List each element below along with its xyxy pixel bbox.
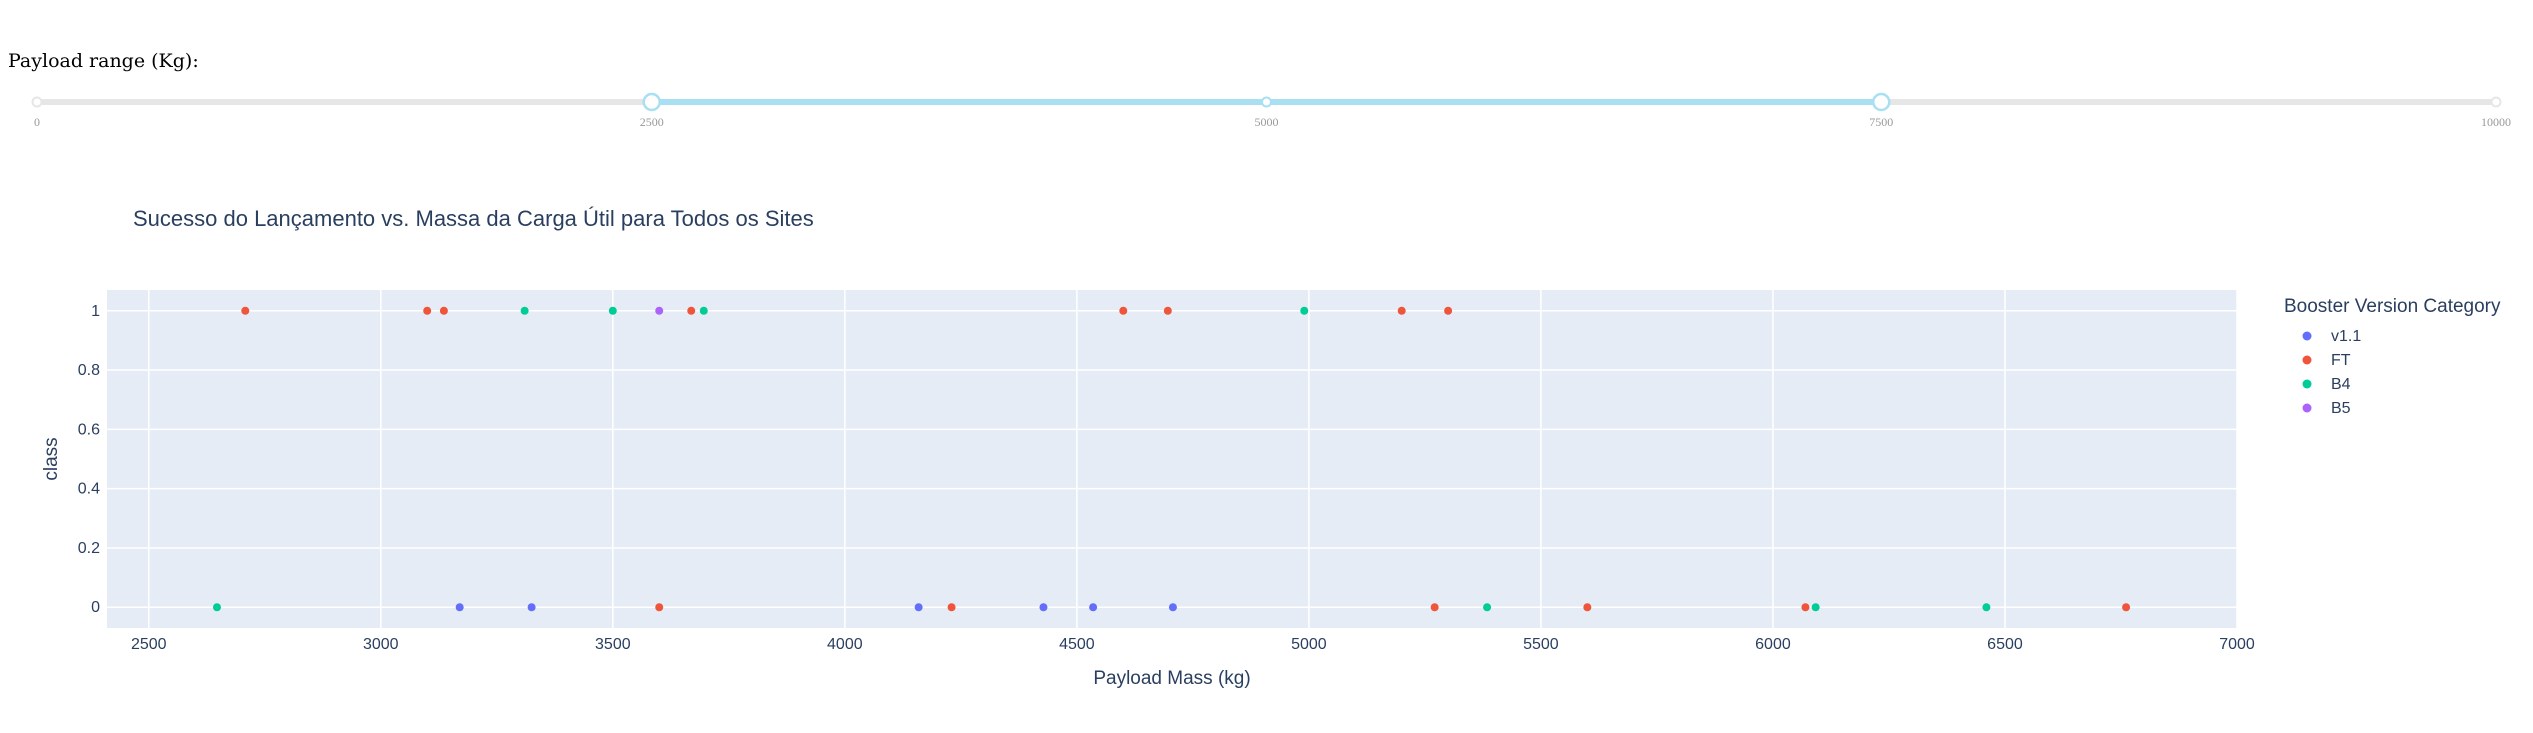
data-point[interactable]: [1801, 603, 1810, 612]
x-tick-label: 2500: [131, 636, 167, 653]
y-tick-label: 1: [91, 303, 100, 320]
data-point[interactable]: [1430, 603, 1439, 612]
data-point[interactable]: [608, 306, 617, 315]
x-tick-label: 5000: [1291, 636, 1327, 653]
data-point[interactable]: [1168, 603, 1177, 612]
x-tick-label: 4000: [827, 636, 863, 653]
data-point[interactable]: [1119, 306, 1128, 315]
chart-title: Sucesso do Lançamento vs. Massa da Carga…: [133, 206, 814, 231]
y-tick-label: 0.8: [78, 362, 100, 379]
legend-item-label[interactable]: FT: [2331, 352, 2351, 369]
y-tick-label: 0.4: [78, 481, 100, 498]
slider-mark-dot: [1261, 96, 1272, 108]
x-tick-label: 6500: [1987, 636, 2023, 653]
data-point[interactable]: [1583, 603, 1592, 612]
x-tick-label: 3000: [363, 636, 399, 653]
data-point[interactable]: [2122, 603, 2131, 612]
data-point[interactable]: [527, 603, 536, 612]
data-point[interactable]: [241, 306, 250, 315]
scatter-chart: Sucesso do Lançamento vs. Massa da Carga…: [41, 206, 2501, 689]
x-tick-label: 7000: [2219, 636, 2255, 653]
payload-range-slider[interactable]: 0 2500 5000 7500 10000: [0, 80, 2533, 140]
data-point[interactable]: [1089, 603, 1098, 612]
data-point[interactable]: [655, 603, 664, 612]
x-tick-label: 3500: [595, 636, 631, 653]
series-b5: [655, 306, 664, 315]
slider-mark-label: 2500: [640, 115, 664, 129]
data-point[interactable]: [655, 306, 664, 315]
slider-handle-high[interactable]: [1872, 92, 1891, 112]
legend-title: Booster Version Category: [2284, 296, 2501, 317]
y-axis-label: class: [41, 437, 62, 480]
slider-mark-label: 0: [34, 115, 40, 129]
data-point[interactable]: [455, 603, 464, 612]
legend-marker[interactable]: [2302, 379, 2312, 389]
data-point[interactable]: [1163, 306, 1172, 315]
series-v1-1: [455, 603, 1177, 612]
data-point[interactable]: [423, 306, 432, 315]
legend-marker[interactable]: [2302, 355, 2312, 365]
legend-marker[interactable]: [2302, 403, 2312, 413]
data-point[interactable]: [1444, 306, 1453, 315]
x-tick-label: 5500: [1523, 636, 1559, 653]
data-point[interactable]: [1397, 306, 1406, 315]
data-point[interactable]: [439, 306, 448, 315]
x-tick-label: 6000: [1755, 636, 1791, 653]
y-tick-label: 0.2: [78, 540, 100, 557]
legend-item-label[interactable]: B5: [2331, 400, 2351, 417]
slider-mark-dot: [31, 96, 43, 108]
slider-handle-low[interactable]: [642, 92, 661, 112]
data-point[interactable]: [699, 306, 708, 315]
slider-mark-label: 10000: [2481, 115, 2511, 129]
series-ft: [241, 306, 2131, 612]
y-tick-label: 0: [91, 599, 100, 616]
legend-item-label[interactable]: B4: [2331, 376, 2351, 393]
legend-marker[interactable]: [2302, 331, 2312, 341]
data-point[interactable]: [687, 306, 696, 315]
data-point[interactable]: [1300, 306, 1309, 315]
data-point[interactable]: [947, 603, 956, 612]
legend-item-label[interactable]: v1.1: [2331, 328, 2361, 345]
x-axis-label: Payload Mass (kg): [1093, 668, 1250, 689]
slider-mark-label: 7500: [1869, 115, 1893, 129]
slider-mark-dot: [2490, 96, 2502, 108]
data-point[interactable]: [520, 306, 529, 315]
data-point[interactable]: [1811, 603, 1820, 612]
series-b4: [212, 306, 1991, 612]
y-tick-label: 0.6: [78, 421, 100, 438]
data-point[interactable]: [914, 603, 923, 612]
slider-label: Payload range (Kg):: [8, 50, 199, 72]
x-tick-label: 4500: [1059, 636, 1095, 653]
data-point[interactable]: [1982, 603, 1991, 612]
data-point[interactable]: [1039, 603, 1048, 612]
data-point[interactable]: [1483, 603, 1492, 612]
plot-area: [107, 290, 2237, 628]
data-point[interactable]: [212, 603, 221, 612]
slider-mark-label: 5000: [1255, 115, 1279, 129]
